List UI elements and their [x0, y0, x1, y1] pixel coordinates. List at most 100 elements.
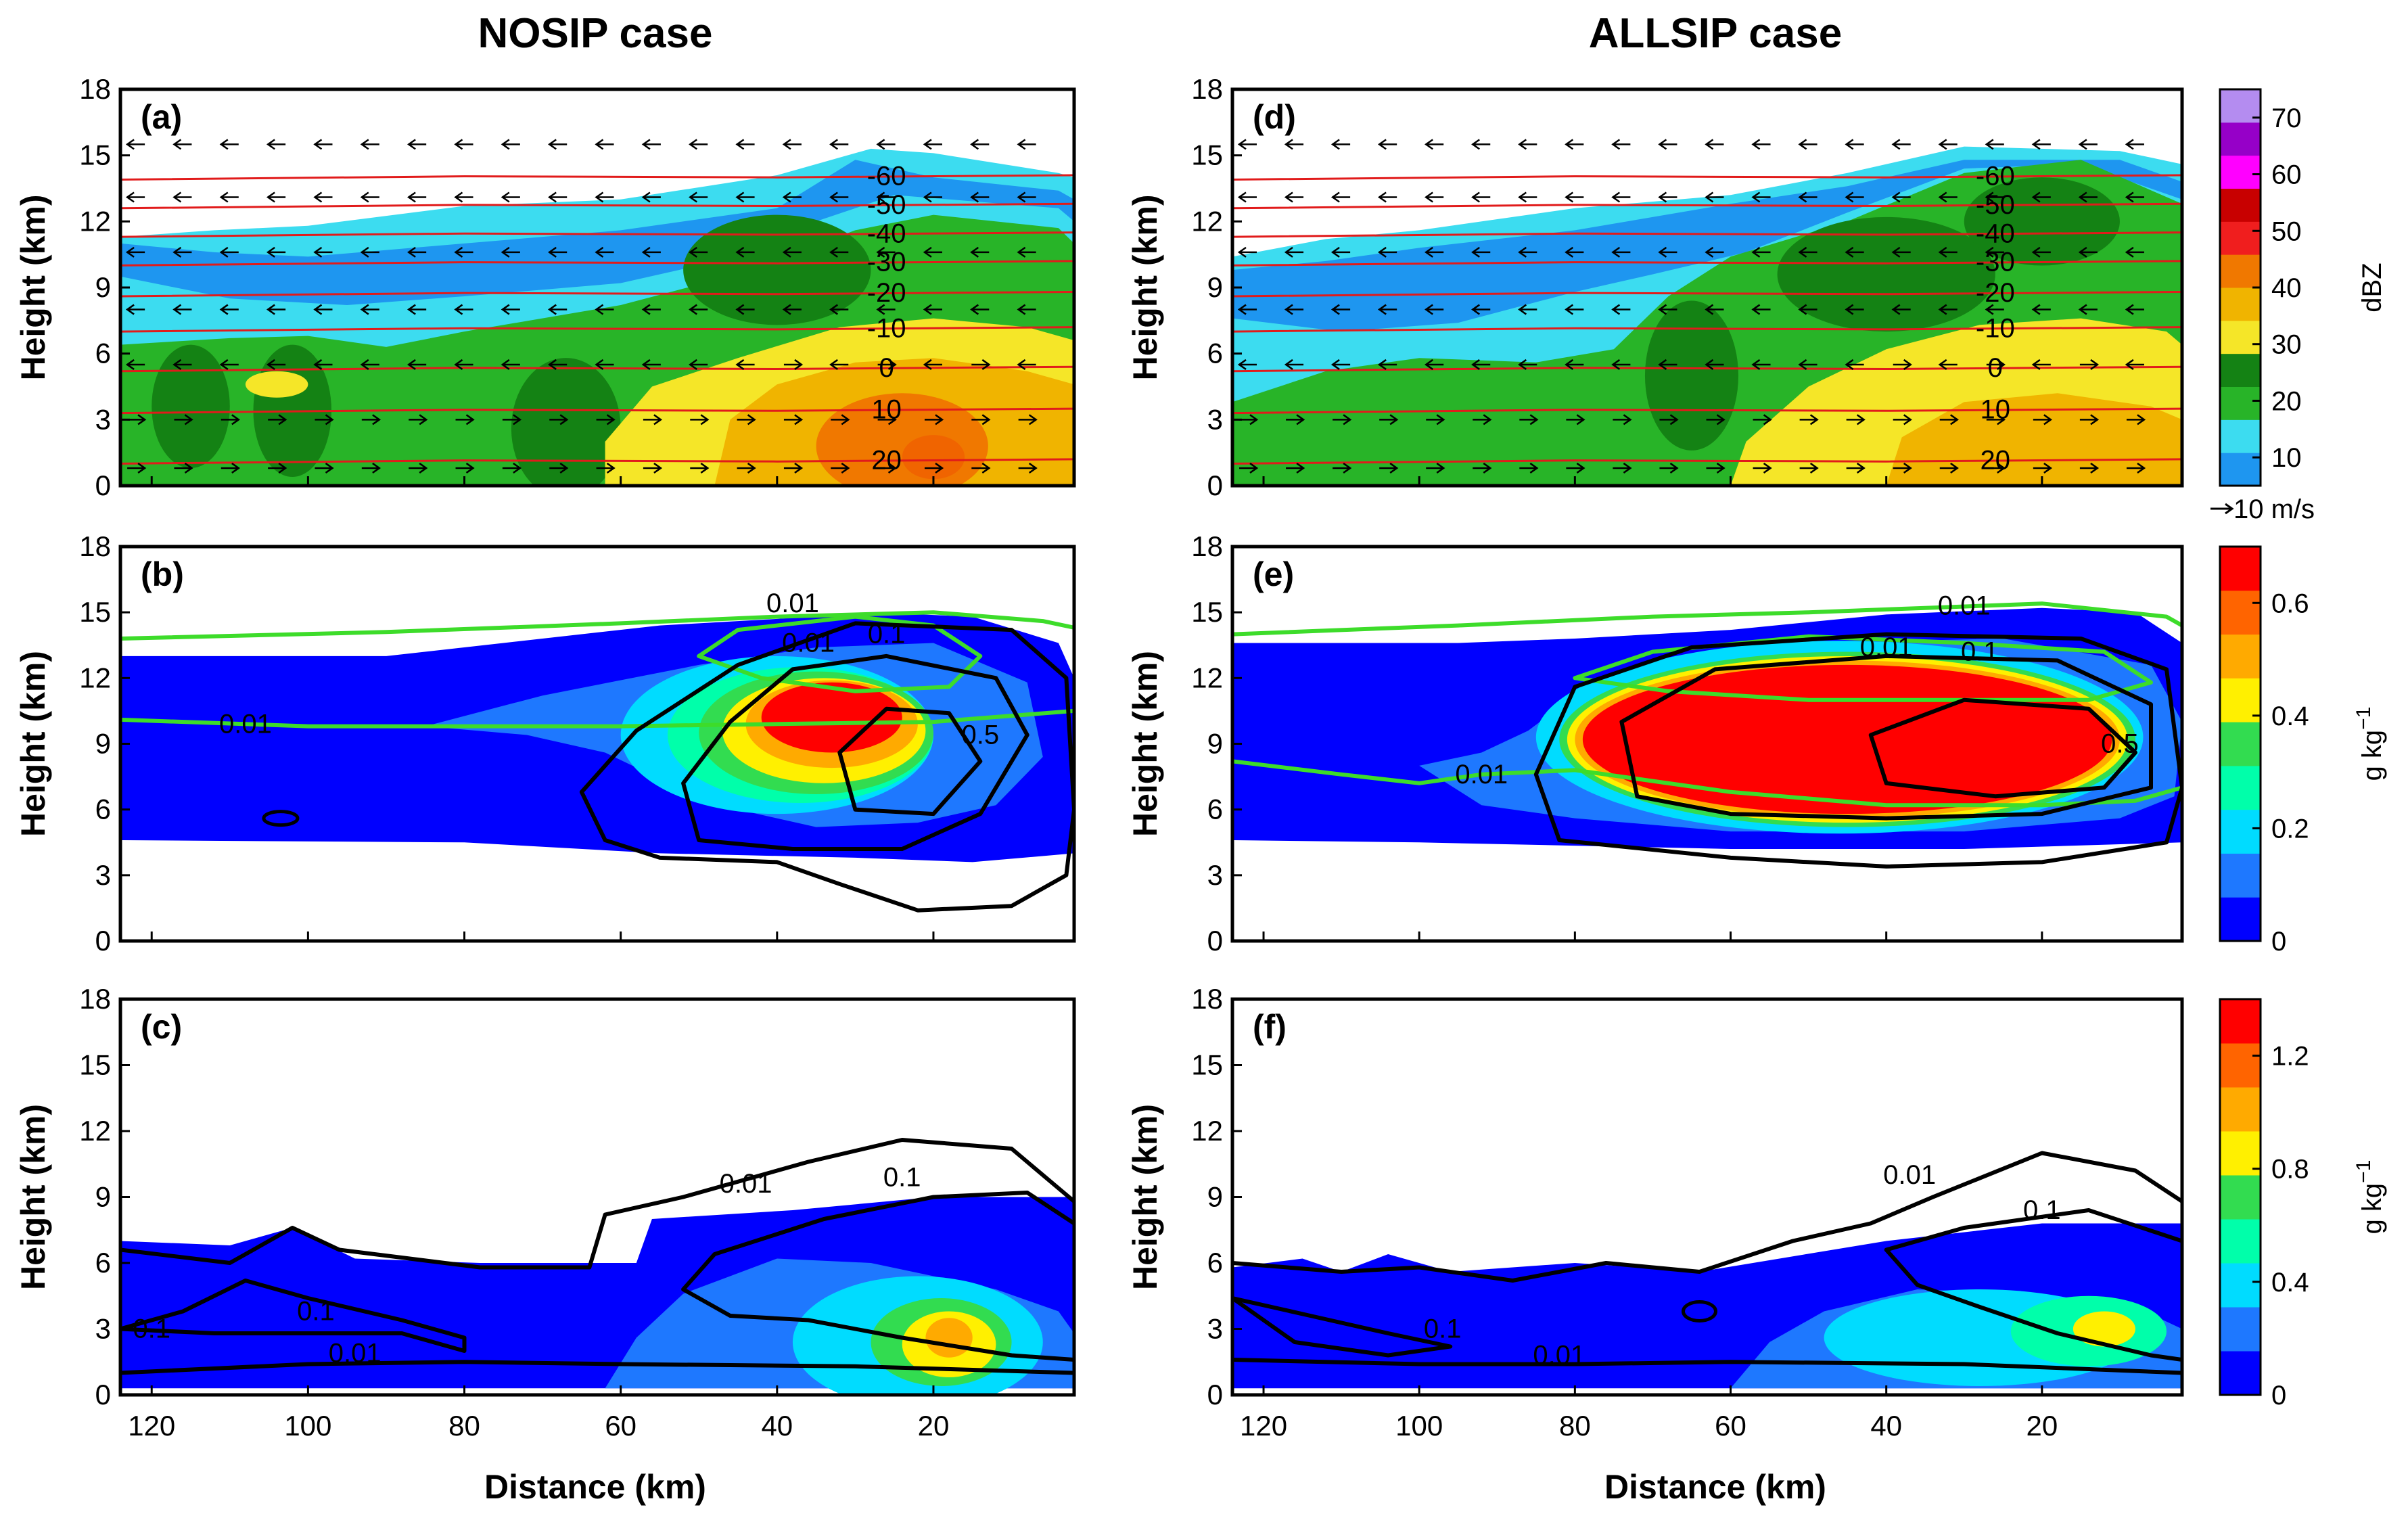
y-tick-label: 12 [1191, 205, 1223, 237]
wind-vector-head [1623, 462, 1632, 474]
colorbar-swatch [2220, 547, 2261, 591]
contour-rain-outer [120, 1138, 1074, 1270]
wind-vector-head [1705, 359, 1714, 370]
wind-vector-head [1705, 304, 1714, 315]
y-tick-label: 0 [1207, 1379, 1223, 1410]
wind-vector-head [887, 359, 897, 370]
x-tick-label: 80 [1559, 1410, 1591, 1442]
wind-vector-head [548, 359, 557, 370]
colorbar-swatch [2220, 634, 2261, 678]
colorbar-swatch [2220, 1263, 2261, 1308]
isotherm-line [1232, 365, 2182, 373]
refl-yellow-small [245, 371, 308, 398]
isotherm-line [120, 326, 1074, 333]
wind-vector-head [2125, 191, 2134, 203]
wind-vector-head [829, 246, 838, 258]
wind-vector-head [1237, 359, 1247, 370]
wind-vector-head [935, 414, 944, 426]
colorbar-swatch [2220, 809, 2261, 854]
wind-vector-head [1518, 139, 1527, 150]
contour-label-large: 0.5 [962, 720, 1000, 750]
wind-vector-head [689, 359, 697, 370]
wind-vector-head [1669, 462, 1679, 474]
wind-vector-head [407, 304, 416, 315]
colorbar-frame [2219, 545, 2262, 942]
xlabel-left: Distance (km) [484, 1468, 706, 1506]
refl-orange-yellow [1886, 393, 2182, 486]
wind-vector-head [2078, 191, 2087, 203]
x-tick-label: 60 [605, 1410, 636, 1442]
colorbar-units-superscript: −1 [2353, 707, 2375, 730]
colorbar-tick-label: 0.2 [2271, 814, 2309, 844]
wind-vector-head [1284, 139, 1293, 150]
wind-vector-head [1330, 139, 1340, 150]
contour-label-small: 0.01 [1938, 591, 1991, 620]
wind-vector-head [782, 246, 791, 258]
wind-vector-head [1518, 246, 1527, 258]
y-tick-label: 6 [1207, 794, 1223, 825]
wind-vector-head [501, 139, 510, 150]
wind-vector-head [125, 359, 135, 370]
colorbar-tick-label: 10 [2271, 443, 2302, 473]
wind-vector-head [137, 414, 147, 426]
isotherm-line [120, 174, 1074, 181]
colorbar-tick-label: 60 [2271, 160, 2302, 190]
wind-vector-head [1938, 246, 1947, 258]
wind-vector-head [219, 139, 229, 150]
wind-vector-head [1798, 359, 1807, 370]
contour-black-outer [1533, 632, 2182, 869]
wind-vector-head [1249, 462, 1259, 474]
wind-vector-head [1249, 414, 1259, 426]
wind-vector-head [1529, 462, 1539, 474]
wind-vector-head [219, 304, 229, 315]
isotherm-line [120, 291, 1074, 298]
wind-vector-head [125, 246, 135, 258]
wind-vector-head [1330, 359, 1340, 370]
ylabel: Height (km) [14, 195, 52, 381]
contour-label-small-2: 0.01 [1860, 632, 1913, 662]
wind-vector-head [1296, 414, 1305, 426]
wind-vector-head [1985, 246, 1994, 258]
wind-vector-head [1658, 304, 1667, 315]
wind-vector-head [595, 139, 604, 150]
ylabel: Height (km) [14, 651, 52, 837]
contour-rain-outer [1232, 1151, 2182, 1283]
contour-label-small-2: 0.01 [782, 628, 835, 658]
wind-vector-head [454, 139, 463, 150]
wind-vector-head [407, 359, 416, 370]
wind-vector-head [1017, 304, 1026, 315]
wind-vector-head [266, 191, 275, 203]
isotherm-label: -20 [867, 278, 906, 308]
wind-vector-head [606, 462, 616, 474]
colorbar-reflectivity: 10 20 30 40 50 60 70 dBZ [2219, 88, 2387, 487]
wind-vector-head [1425, 359, 1433, 370]
wind-vector-head [419, 462, 428, 474]
contour-green-outer [1232, 601, 2182, 637]
wind-vector-head [1425, 246, 1433, 258]
y-tick-label: 3 [1207, 1313, 1223, 1345]
wind-vector-head [1471, 191, 1480, 203]
wind-vector-head [1763, 414, 1772, 426]
isotherm-label: -20 [1976, 278, 2015, 308]
wind-vector-head [313, 191, 323, 203]
wind-vector-head [1436, 414, 1445, 426]
wind-vector-head [548, 191, 557, 203]
panel-label: (a) [141, 98, 182, 136]
wind-vector-head [1669, 414, 1679, 426]
wind-vector-head [689, 139, 697, 150]
wind-vector-head [1237, 304, 1247, 315]
contour-label-mid: 0.1 [1961, 637, 1999, 666]
wind-vector-head [923, 191, 932, 203]
wind-vector-head [1343, 414, 1352, 426]
colorbar-swatch [2220, 722, 2261, 766]
wind-vector-head [1028, 414, 1038, 426]
refl-dark-green-4 [683, 214, 871, 325]
wind-vector-head [1377, 246, 1387, 258]
wind-vector-head [1237, 246, 1247, 258]
wind-vector-head [360, 191, 369, 203]
wind-vector-head [782, 191, 791, 203]
isotherm-label: 20 [871, 446, 902, 476]
wind-vector-head [2137, 414, 2146, 426]
y-tick-label: 9 [95, 271, 111, 303]
